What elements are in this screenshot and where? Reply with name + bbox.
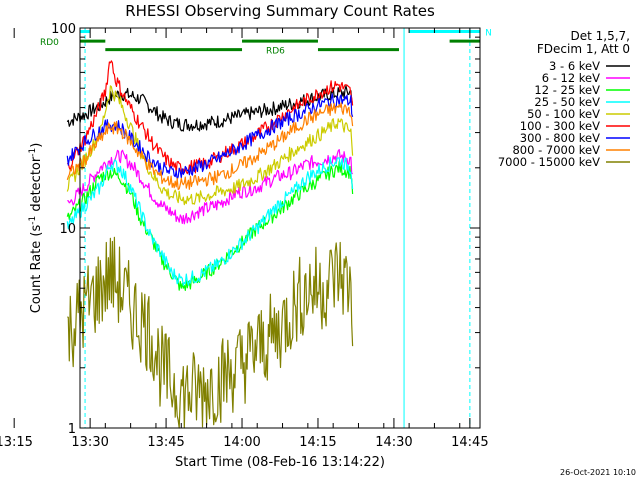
y-axis-label-mid: detector <box>29 156 44 216</box>
y-tick-label-1: 10 <box>59 222 76 237</box>
series-line-5 <box>66 60 354 175</box>
series-line-7 <box>66 102 354 191</box>
y-axis-label: Count Rate (s-1 detector-1) <box>28 143 44 314</box>
x-tick-label-4: 14:15 <box>299 435 336 450</box>
legend-label-8: 7000 - 15000 keV <box>498 155 600 169</box>
x-tick-label-2: 13:45 <box>147 435 184 450</box>
series-line-8 <box>67 236 354 429</box>
legend-label-1: 6 - 12 keV <box>542 71 600 85</box>
x-tick-label-1: 13:30 <box>71 435 108 450</box>
y-tick-label-2: 100 <box>51 22 76 37</box>
chart-title: RHESSI Observing Summary Count Rates <box>125 2 435 20</box>
y-axis-label-main: Count Rate (s <box>29 225 44 314</box>
y-axis-label-sup2: -1 <box>28 148 38 157</box>
legend-label-6: 300 - 800 keV <box>520 131 600 145</box>
y-tick-label-0: 1 <box>68 422 76 437</box>
legend-label-2: 12 - 25 keV <box>534 83 600 97</box>
x-axis-label: Start Time (08-Feb-16 13:14:22) <box>175 455 385 470</box>
y-axis-label-end: ) <box>29 143 44 148</box>
flag-bars-layer: N RD0 RD6 <box>40 29 492 57</box>
flag-label-1: RD0 <box>40 38 59 48</box>
x-tick-label-6: 14:45 <box>451 435 488 450</box>
flag-label-0: N <box>485 29 492 39</box>
legend-label-3: 25 - 50 keV <box>534 95 600 109</box>
axes-layer: 1 10 100 13:15 13:30 13:45 14:00 14:15 14:30 14:4… <box>0 22 489 450</box>
x-tick-label-5: 14:30 <box>375 435 412 450</box>
flag-label-2: RD6 <box>266 47 285 57</box>
series-line-3 <box>66 156 354 287</box>
x-tick-label-0: 13:15 <box>0 435 33 450</box>
legend-header-line-2: FDecim 1, Att 0 <box>537 42 630 56</box>
series-layer <box>66 60 354 429</box>
date-stamp: 26-Oct-2021 10:10 <box>560 468 636 477</box>
series-line-2 <box>66 161 354 291</box>
series-line-4 <box>66 85 354 206</box>
legend-label-5: 100 - 300 keV <box>520 119 600 133</box>
legend-label-4: 50 - 100 keV <box>527 107 600 121</box>
x-tick-label-3: 14:00 <box>223 435 260 450</box>
legend-label-0: 3 - 6 keV <box>549 59 600 73</box>
y-axis-label-sup1: -1 <box>28 216 38 225</box>
legend-label-7: 800 - 7000 keV <box>512 143 600 157</box>
legend-header-line-1: Det 1,5,7, <box>571 29 631 43</box>
